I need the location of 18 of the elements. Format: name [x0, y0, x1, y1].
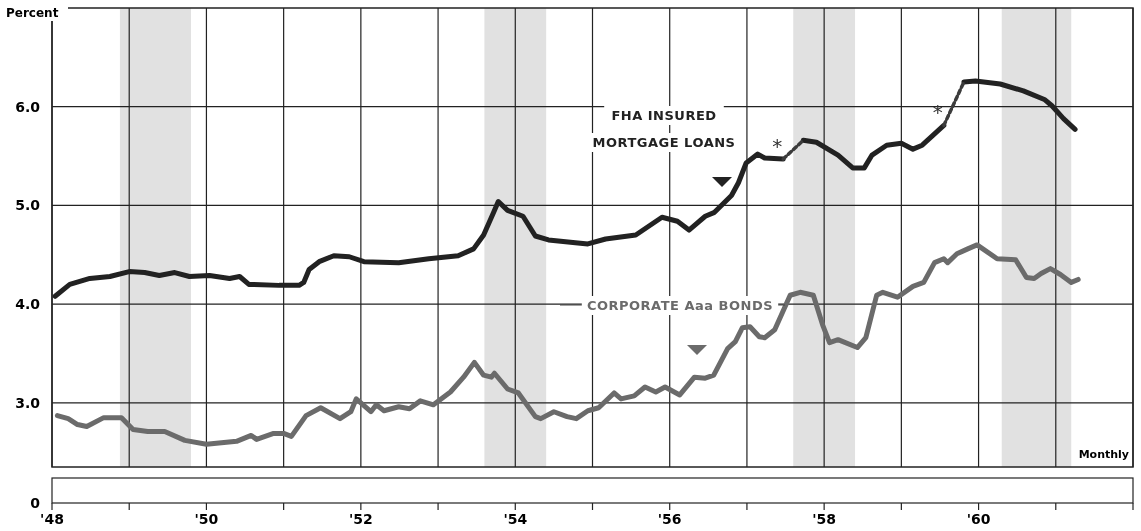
text: 0 [30, 494, 41, 511]
y-axis-title: Percent [6, 6, 59, 20]
y-tick-label: 6.0 [15, 98, 41, 115]
y-tick-label: 4.0 [15, 296, 41, 313]
series-label: CORPORATE Aaa BONDS [586, 298, 774, 313]
x-tick-label: '56 [657, 511, 682, 527]
y-tick-label: 3.0 [15, 394, 41, 411]
x-tick-label: '54 [503, 511, 528, 527]
x-tick-label: '48 [40, 511, 64, 527]
annotation: Monthly [1078, 448, 1129, 461]
x-tick-label: '60 [966, 511, 991, 527]
x-tick-label: '52 [348, 511, 373, 527]
x-tick-label: '58 [812, 511, 837, 527]
annotation: * [772, 134, 783, 159]
series-label: FHA INSURED MORTGAGE LOANS [592, 108, 736, 150]
annotation: * [932, 100, 943, 125]
x-tick-label: '50 [194, 511, 219, 527]
y-tick-label: 5.0 [15, 197, 41, 214]
